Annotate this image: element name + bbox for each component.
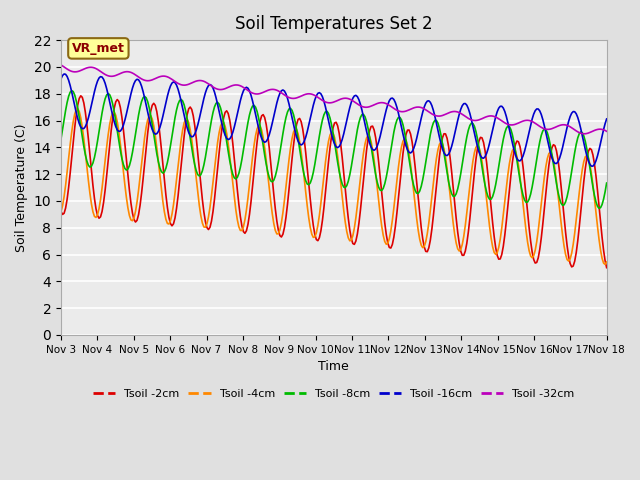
Text: VR_met: VR_met <box>72 42 125 55</box>
Y-axis label: Soil Temperature (C): Soil Temperature (C) <box>15 123 28 252</box>
X-axis label: Time: Time <box>319 360 349 373</box>
Title: Soil Temperatures Set 2: Soil Temperatures Set 2 <box>235 15 433 33</box>
Legend: Tsoil -2cm, Tsoil -4cm, Tsoil -8cm, Tsoil -16cm, Tsoil -32cm: Tsoil -2cm, Tsoil -4cm, Tsoil -8cm, Tsoi… <box>89 384 579 403</box>
